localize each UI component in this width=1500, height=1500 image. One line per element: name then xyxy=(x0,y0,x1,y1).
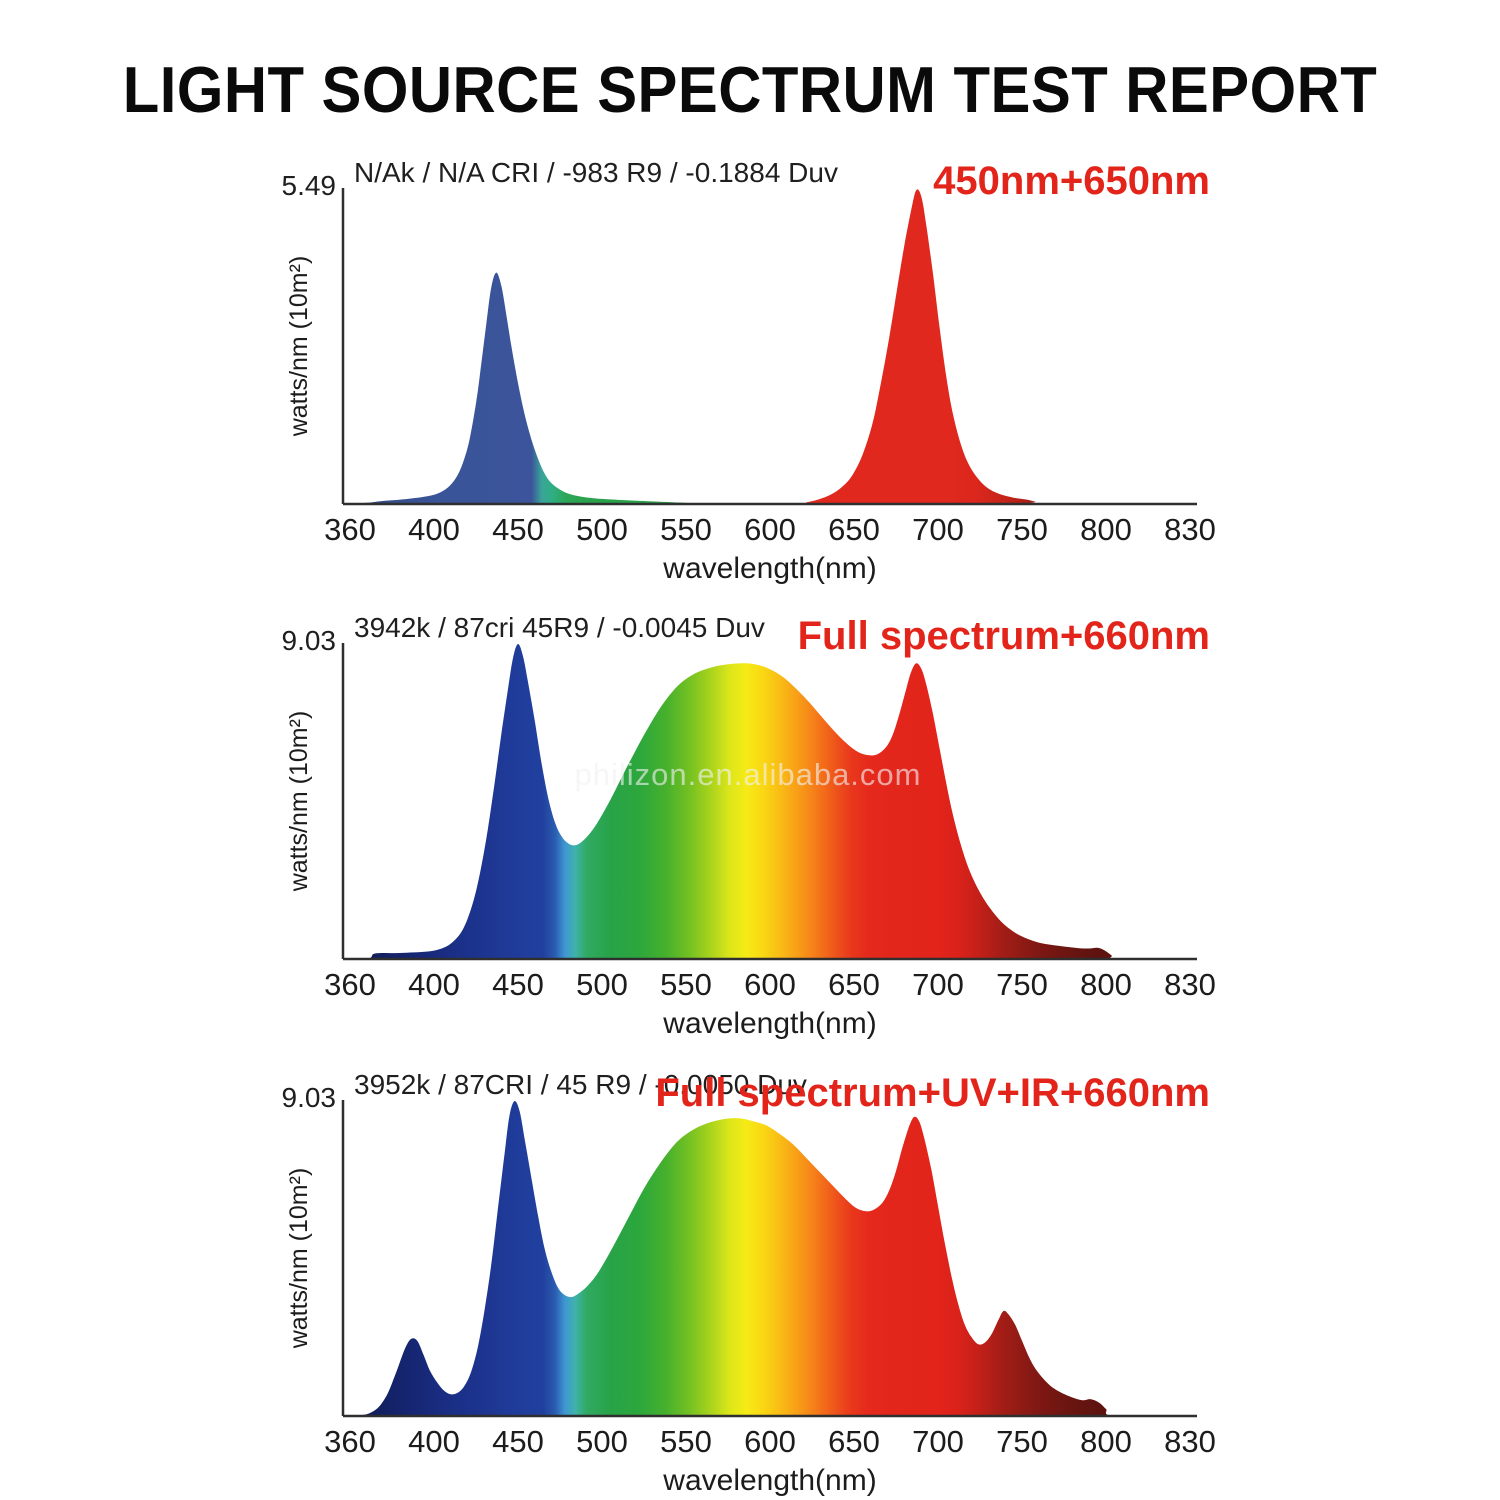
y-max-label: 5.49 xyxy=(282,170,337,201)
x-tick-label: 830 xyxy=(1164,512,1216,547)
x-axis-ticks: 360 400 450 500 550 600 650 700 750 800 830 xyxy=(324,967,1216,1002)
spectrum-area xyxy=(350,189,1190,504)
x-tick-label: 700 xyxy=(912,1424,964,1459)
chart-450nm-650nm: 5.49 N/Ak / N/A CRI / -983 R9 / -0.1884 … xyxy=(282,157,1216,585)
x-axis-label: wavelength(nm) xyxy=(662,552,876,585)
x-tick-label: 450 xyxy=(492,512,544,547)
chart-full-spectrum-uv-ir-660nm: 9.03 3952k / 87CRI / 45 R9 / -0.0050 Duv… xyxy=(282,1069,1216,1497)
stats-label: 3942k / 87cri 45R9 / -0.0045 Duv xyxy=(354,612,765,643)
spectrum-area xyxy=(350,1100,1190,1416)
x-tick-label: 500 xyxy=(576,1424,628,1459)
x-tick-label: 750 xyxy=(996,512,1048,547)
x-tick-label: 650 xyxy=(828,967,880,1002)
x-tick-label: 360 xyxy=(324,512,376,547)
x-tick-label: 400 xyxy=(408,1424,460,1459)
x-tick-label: 500 xyxy=(576,967,628,1002)
x-axis-ticks: 360 400 450 500 550 600 650 700 750 800 830 xyxy=(324,512,1216,547)
chart-title: 450nm+650nm xyxy=(933,159,1210,203)
y-max-label: 9.03 xyxy=(282,625,337,656)
x-tick-label: 400 xyxy=(408,967,460,1002)
x-tick-label: 750 xyxy=(996,1424,1048,1459)
x-tick-label: 450 xyxy=(492,967,544,1002)
y-axis-label: watts/nm (10m²) xyxy=(285,1168,313,1350)
chart-title: Full spectrum+UV+IR+660nm xyxy=(655,1071,1210,1115)
stats-label: N/Ak / N/A CRI / -983 R9 / -0.1884 Duv xyxy=(354,157,838,188)
x-tick-label: 500 xyxy=(576,512,628,547)
x-tick-label: 600 xyxy=(744,512,796,547)
x-tick-label: 550 xyxy=(660,512,712,547)
x-tick-label: 830 xyxy=(1164,1424,1216,1459)
x-tick-label: 800 xyxy=(1080,1424,1132,1459)
watermark-text: philizon.en.alibaba.com xyxy=(575,757,922,792)
x-tick-label: 600 xyxy=(744,1424,796,1459)
stats-label: 3952k / 87CRI / 45 R9 / -0.0050 Duv xyxy=(354,1069,807,1100)
x-axis-label: wavelength(nm) xyxy=(662,1464,876,1497)
x-tick-label: 550 xyxy=(660,1424,712,1459)
x-tick-label: 400 xyxy=(408,512,460,547)
x-tick-label: 360 xyxy=(324,1424,376,1459)
x-tick-label: 750 xyxy=(996,967,1048,1002)
chart-title: Full spectrum+660nm xyxy=(798,614,1210,658)
y-axis-label: watts/nm (10m²) xyxy=(285,256,313,438)
spectrum-area xyxy=(350,643,1190,959)
x-tick-label: 650 xyxy=(828,1424,880,1459)
x-tick-label: 600 xyxy=(744,967,796,1002)
x-tick-label: 800 xyxy=(1080,512,1132,547)
x-tick-label: 700 xyxy=(912,512,964,547)
y-axis-label: watts/nm (10m²) xyxy=(285,711,313,893)
page-title: LIGHT SOURCE SPECTRUM TEST REPORT xyxy=(122,53,1378,126)
chart-full-spectrum-660nm: 9.03 3942k / 87cri 45R9 / -0.0045 Duv Fu… xyxy=(282,612,1216,1040)
x-tick-label: 550 xyxy=(660,967,712,1002)
x-axis-ticks: 360 400 450 500 550 600 650 700 750 800 830 xyxy=(324,1424,1216,1459)
x-tick-label: 450 xyxy=(492,1424,544,1459)
x-tick-label: 700 xyxy=(912,967,964,1002)
x-tick-label: 830 xyxy=(1164,967,1216,1002)
y-max-label: 9.03 xyxy=(282,1082,337,1113)
x-tick-label: 360 xyxy=(324,967,376,1002)
x-tick-label: 800 xyxy=(1080,967,1132,1002)
x-axis-label: wavelength(nm) xyxy=(662,1007,876,1040)
x-tick-label: 650 xyxy=(828,512,880,547)
